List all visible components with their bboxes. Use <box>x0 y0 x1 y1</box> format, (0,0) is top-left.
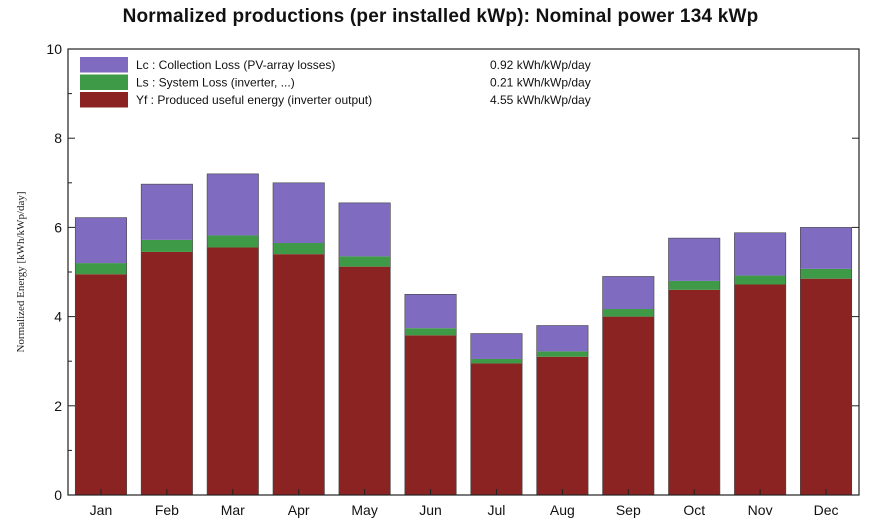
x-tick-label: Jan <box>90 502 113 518</box>
legend-label-lc: Lc : Collection Loss (PV-array losses) <box>136 58 335 72</box>
chart-title: Normalized productions (per installed kW… <box>122 6 759 27</box>
x-tick-label: May <box>351 502 377 518</box>
y-axis: 0 2 4 6 8 10 <box>46 41 859 503</box>
bar-yf-dec <box>800 278 852 495</box>
bar-ls-mar <box>207 235 259 248</box>
bar-ls-sep <box>602 309 654 317</box>
x-tick-label: Oct <box>683 502 705 518</box>
legend: Lc : Collection Loss (PV-array losses) 0.… <box>76 54 642 115</box>
bar-lc-jun <box>404 294 457 329</box>
bar-lc-mar <box>207 173 259 236</box>
bar-lc-dec <box>800 227 852 269</box>
bar-yf-sep <box>602 316 654 495</box>
y-axis-label: Normalized Energy [kWh/kWp/day] <box>15 191 27 352</box>
x-tick-label: Sep <box>616 502 641 518</box>
x-tick-label: Jun <box>419 502 442 518</box>
bar-yf-aug <box>536 356 589 495</box>
x-tick-label: Aug <box>550 502 575 518</box>
bar-ls-jan <box>75 263 127 275</box>
bar-ls-feb <box>141 239 193 252</box>
bar-lc-jul <box>470 333 523 359</box>
legend-swatch-yf <box>80 92 128 108</box>
bar-yf-feb <box>141 251 193 495</box>
bar-ls-apr <box>273 243 325 255</box>
bar-yf-jul <box>470 363 523 495</box>
x-tick-label: Jul <box>488 502 506 518</box>
bar-lc-jan <box>75 217 127 264</box>
y-tick-label: 4 <box>54 309 62 325</box>
y-tick-label: 0 <box>54 487 62 503</box>
bar-lc-aug <box>536 325 589 352</box>
legend-swatch-lc <box>80 57 128 73</box>
legend-value-yf: 4.55 kWh/kWp/day <box>490 93 591 107</box>
bar-yf-may <box>338 266 391 495</box>
bar-yf-apr <box>273 254 325 495</box>
x-tick-label: Nov <box>748 502 773 518</box>
x-tick-label: Feb <box>155 502 179 518</box>
bar-ls-nov <box>734 275 786 285</box>
bars-layer <box>74 173 853 496</box>
bar-yf-jan <box>75 274 127 495</box>
x-tick-label: Mar <box>221 502 245 518</box>
y-tick-label: 6 <box>54 219 62 235</box>
bar-lc-sep <box>602 276 654 310</box>
bar-ls-may <box>338 256 391 267</box>
legend-label-yf: Yf : Produced useful energy (inverter ou… <box>136 93 372 107</box>
y-tick-label: 10 <box>46 41 62 57</box>
x-tick-label: Dec <box>814 502 839 518</box>
legend-label-ls: Ls : System Loss (inverter, ...) <box>136 76 295 90</box>
bar-yf-nov <box>734 284 786 495</box>
bar-ls-jul <box>470 358 523 364</box>
y-tick-label: 2 <box>54 398 62 414</box>
bar-yf-jun <box>404 335 457 495</box>
y-tick-label: 8 <box>54 130 62 146</box>
bar-ls-aug <box>536 351 589 357</box>
legend-swatch-ls <box>80 74 128 90</box>
x-axis: Jan Feb Mar Apr May Jun Jul Aug Sep Oct Nov Dec <box>90 489 839 518</box>
bar-yf-oct <box>668 289 720 495</box>
x-tick-label: Apr <box>288 502 310 518</box>
bar-ls-dec <box>800 268 852 279</box>
bar-lc-feb <box>141 184 193 240</box>
bar-ls-oct <box>668 280 720 290</box>
legend-value-lc: 0.92 kWh/kWp/day <box>490 58 591 72</box>
bar-yf-mar <box>207 247 259 495</box>
bar-lc-apr <box>273 182 325 244</box>
legend-value-ls: 0.21 kWh/kWp/day <box>490 76 591 90</box>
legend-box <box>76 54 642 115</box>
bar-lc-nov <box>734 232 786 276</box>
bar-lc-may <box>338 202 391 257</box>
bar-ls-jun <box>404 328 457 336</box>
bar-lc-oct <box>668 238 720 281</box>
